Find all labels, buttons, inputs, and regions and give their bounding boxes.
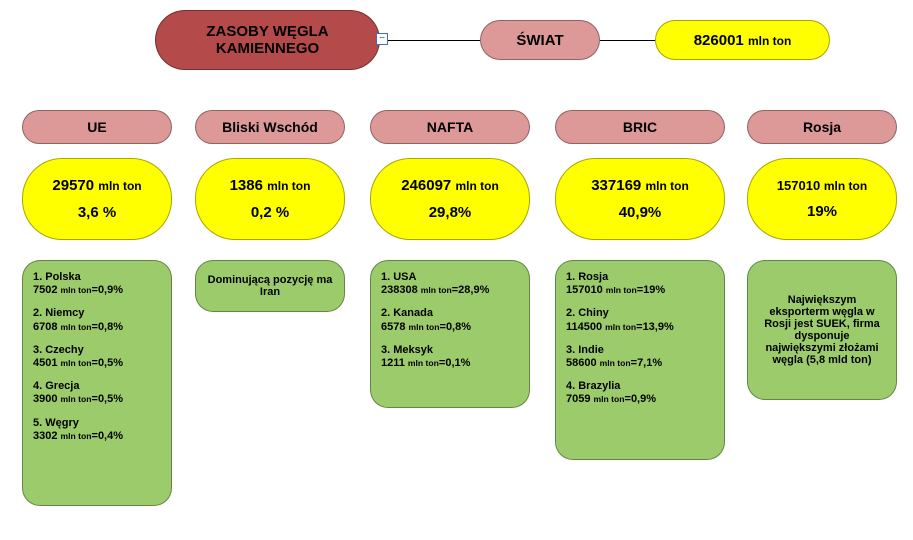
region-value-nafta: 246097 mln ton 29,8% [370, 158, 530, 240]
region-pct-text: 0,2 % [251, 204, 289, 221]
world-total-node: 826001 mln ton [655, 20, 830, 60]
connector-world-total [600, 40, 655, 41]
region-pct-text: 19% [807, 203, 837, 220]
region-pct-text: 3,6 % [78, 204, 116, 221]
world-total-text: 826001 mln ton [694, 32, 792, 49]
detail-text: Dominującą pozycję ma Iran [206, 274, 334, 298]
region-detail-ue: 1. Polska7502 mln ton=0,9% 2. Niemcy6708 … [22, 260, 172, 506]
region-label-text: NAFTA [427, 119, 473, 135]
region-detail-nafta: 1. USA238308 mln ton=28,9% 2. Kanada6578 … [370, 260, 530, 408]
detail-item: 4. Grecja3900 mln ton=0,5% [33, 380, 123, 406]
region-label-text: Rosja [803, 119, 841, 135]
region-detail-rosja: Największym eksporterm węgla w Rosji jes… [747, 260, 897, 400]
region-label-text: UE [87, 119, 106, 135]
region-pct-text: 40,9% [619, 204, 662, 221]
detail-item: 1. Rosja157010 mln ton=19% [566, 271, 665, 297]
detail-item: 4. Brazylia7059 mln ton=0,9% [566, 380, 656, 406]
collapse-glyph: − [379, 33, 385, 44]
region-value-ue: 29570 mln ton 3,6 % [22, 158, 172, 240]
region-detail-bric: 1. Rosja157010 mln ton=19% 2. Chiny114500… [555, 260, 725, 460]
detail-text: Największym eksporterm węgla w Rosji jes… [758, 294, 886, 366]
title-line2: KAMIENNEGO [216, 40, 319, 57]
world-node: ŚWIAT [480, 20, 600, 60]
detail-item: 2. Kanada6578 mln ton=0,8% [381, 307, 471, 333]
region-detail-bliski: Dominującą pozycję ma Iran [195, 260, 345, 312]
region-label-bric: BRIC [555, 110, 725, 144]
region-label-text: Bliski Wschód [222, 119, 318, 135]
region-value-text: 29570 mln ton [52, 177, 141, 194]
region-value-text: 337169 mln ton [591, 177, 689, 194]
detail-item: 3. Indie58600 mln ton=7,1% [566, 344, 662, 370]
collapse-handle[interactable]: − [376, 33, 388, 45]
region-value-bric: 337169 mln ton 40,9% [555, 158, 725, 240]
detail-item: 3. Czechy4501 mln ton=0,5% [33, 344, 123, 370]
region-value-text: 1386 mln ton [230, 177, 311, 194]
detail-item: 2. Niemcy6708 mln ton=0,8% [33, 307, 123, 333]
title-line1: ZASOBY WĘGLA [206, 23, 328, 40]
connector-title-world [388, 40, 480, 41]
region-pct-text: 29,8% [429, 204, 472, 221]
region-value-bliski: 1386 mln ton 0,2 % [195, 158, 345, 240]
detail-item: 1. Polska7502 mln ton=0,9% [33, 271, 123, 297]
world-label: ŚWIAT [516, 32, 563, 49]
region-value-text: 246097 mln ton [401, 177, 499, 194]
region-label-bliski: Bliski Wschód [195, 110, 345, 144]
region-value-rosja: 157010 mln ton 19% [747, 158, 897, 240]
region-label-nafta: NAFTA [370, 110, 530, 144]
region-label-ue: UE [22, 110, 172, 144]
region-label-text: BRIC [623, 119, 657, 135]
title-node: ZASOBY WĘGLA KAMIENNEGO [155, 10, 380, 70]
region-label-rosja: Rosja [747, 110, 897, 144]
detail-item: 5. Węgry3302 mln ton=0,4% [33, 417, 123, 443]
detail-item: 3. Meksyk1211 mln ton=0,1% [381, 344, 470, 370]
detail-item: 1. USA238308 mln ton=28,9% [381, 271, 489, 297]
region-value-text: 157010 mln ton [777, 178, 867, 193]
detail-item: 2. Chiny114500 mln ton=13,9% [566, 307, 674, 333]
